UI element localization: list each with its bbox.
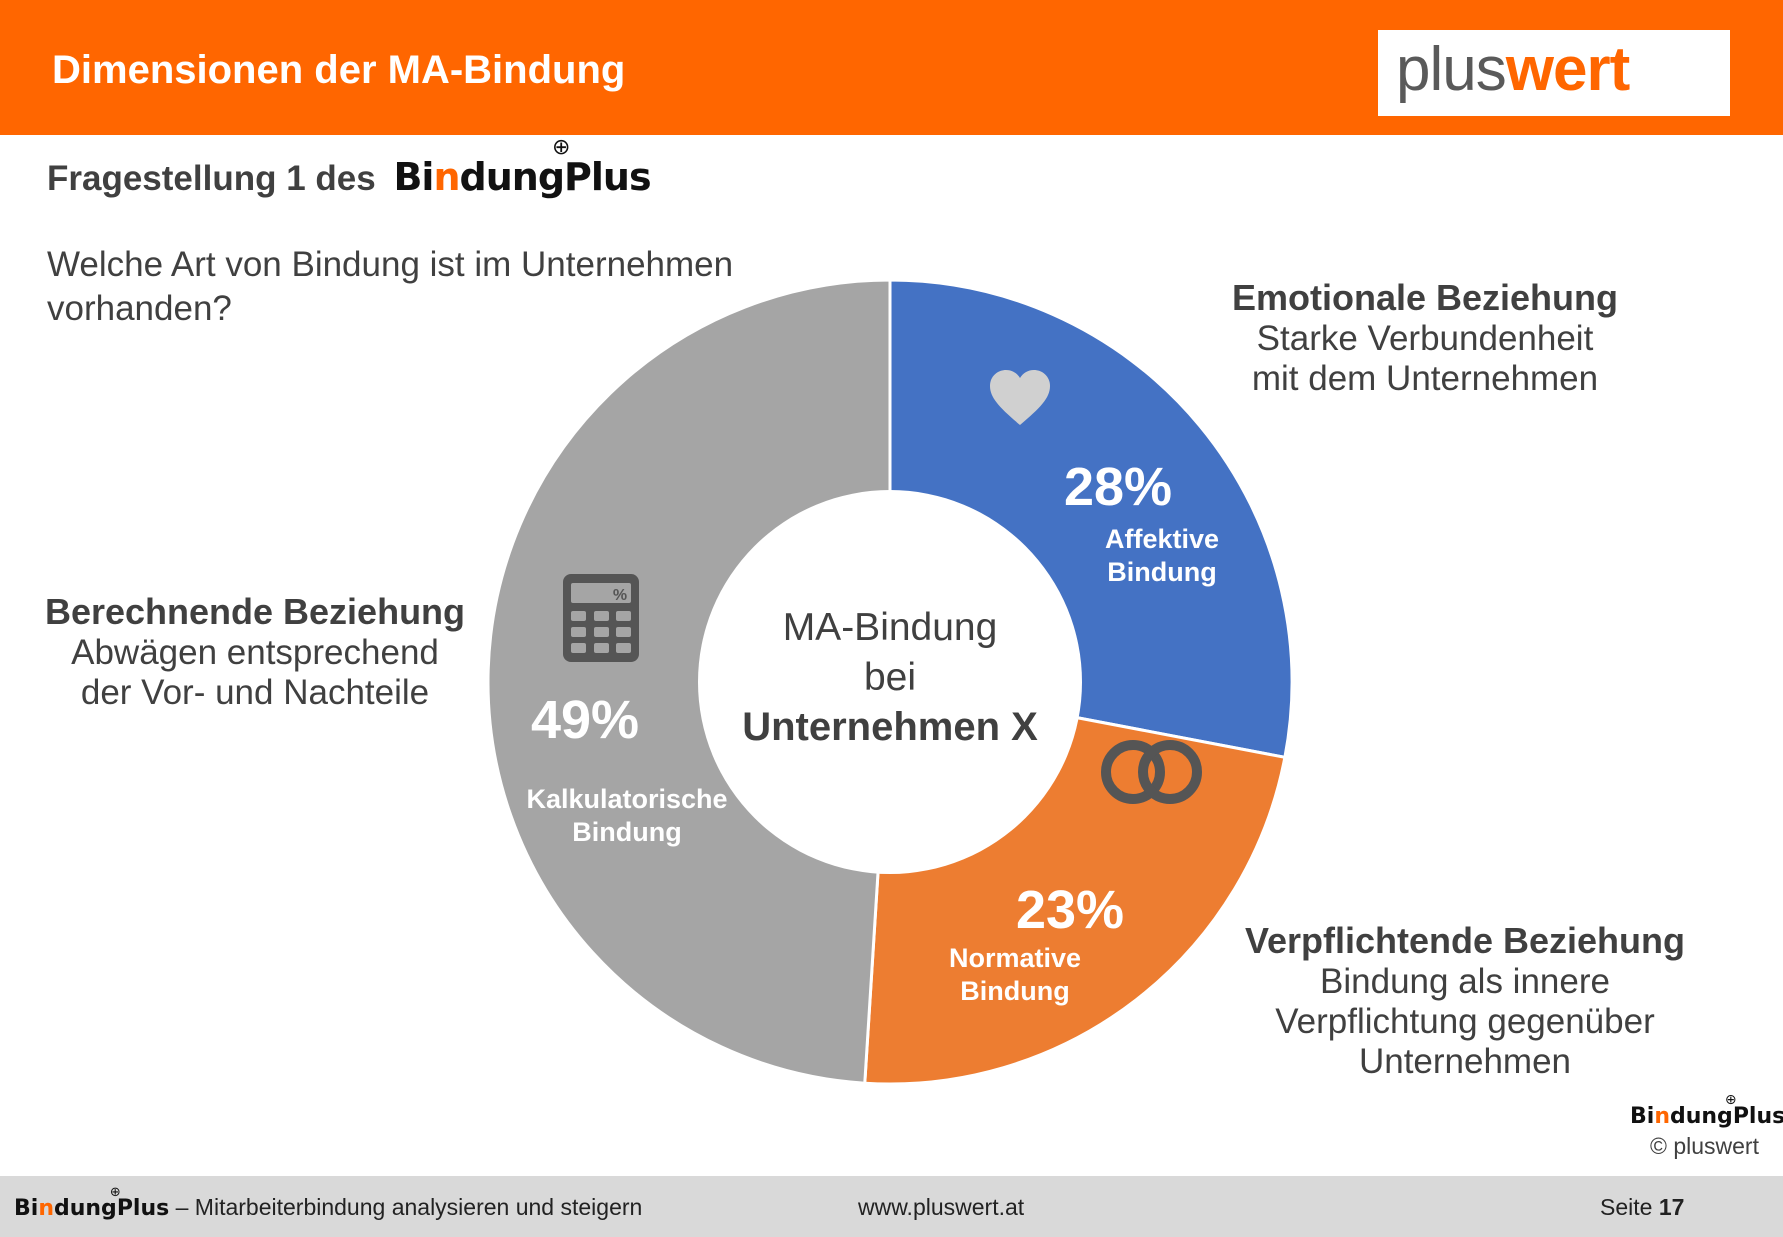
slice-category-label: Bindung	[1107, 557, 1216, 587]
logo-wert: wert	[1505, 35, 1630, 104]
footer-bar: Bindung ⊕ Plus – Mitarbeiterbindung analys…	[0, 1176, 1783, 1237]
corner-bindungplus-logo: Bindung ⊕ Plus	[1630, 1092, 1783, 1129]
annotation-line: Abwägen entsprechend	[71, 633, 439, 672]
center-label-line: Unternehmen X	[742, 705, 1038, 749]
slice-category-label: Normative	[949, 943, 1081, 973]
rings-icon	[1101, 740, 1202, 804]
footer-url[interactable]: www.pluswert.at	[858, 1194, 1025, 1220]
center-label-line: bei	[864, 656, 916, 699]
heart-icon	[990, 370, 1050, 425]
subtitle-prefix: Fragestellung 1 des	[47, 159, 376, 198]
logo-wordmark: pluswert	[1396, 34, 1630, 105]
annotation-line: Starke Verbundenheit	[1256, 319, 1594, 358]
footer-tagline-text: – Mitarbeiterbindung analysieren und ste…	[169, 1194, 643, 1220]
slice-value-label: 28%	[1064, 457, 1172, 517]
annotation-line: Verpflichtung gegenüber	[1275, 1002, 1655, 1041]
question-text: Welche Art von Bindung ist im Unternehme…	[47, 245, 734, 328]
annotation-obligating: Verpflichtende Beziehung Bindung als inn…	[1215, 920, 1715, 1082]
slice-value-label: 23%	[1016, 880, 1124, 940]
slice-category-label: Bindung	[572, 817, 681, 847]
plus-circle-icon: ⊕	[109, 1185, 121, 1200]
plus-circle-icon: ⊕	[552, 135, 570, 160]
footer-bindungplus-logo: Bindung ⊕ Plus	[14, 1185, 170, 1221]
annotation-title: Emotionale Beziehung	[1231, 277, 1619, 318]
slice-category-label: Bindung	[960, 976, 1069, 1006]
donut-slice	[486, 278, 892, 1085]
annotation-line: Bindung als innere	[1320, 962, 1610, 1001]
svg-text:%: %	[613, 587, 627, 604]
bindungplus-logo: Bindung ⊕ Plus	[393, 135, 651, 199]
annotation-calculating: Berechnende Beziehung Abwägen entspreche…	[25, 591, 485, 713]
calculator-icon: %	[563, 574, 639, 662]
pluswert-logo: pluswert	[1378, 30, 1730, 116]
subtitle: Fragestellung 1 des Bindung ⊕ Plus	[47, 135, 652, 199]
copyright-text: © pluswert	[1650, 1133, 1759, 1159]
header-bar: Dimensionen der MA-Bindung pluswert	[0, 0, 1783, 135]
footer-tagline: Bindung ⊕ Plus – Mitarbeiterbindung analys…	[14, 1185, 643, 1221]
logo-plus: plus	[1396, 35, 1507, 104]
slice-category-label: Affektive	[1105, 524, 1219, 554]
annotation-line: der Vor- und Nachteile	[80, 673, 430, 712]
annotation-line: Unternehmen	[1358, 1042, 1572, 1081]
donut-hole	[698, 490, 1082, 874]
plus-circle-icon: ⊕	[1724, 1092, 1737, 1108]
annotation-emotional: Emotionale Beziehung Starke Verbundenhei…	[1195, 277, 1655, 399]
center-label-line: MA-Bindung	[783, 606, 998, 649]
page-title: Dimensionen der MA-Bindung	[52, 48, 626, 92]
slice-value-label: 49%	[531, 690, 639, 750]
annotation-title: Berechnende Beziehung	[44, 591, 466, 632]
page-number: Seite 17	[1600, 1194, 1685, 1220]
annotation-line: mit dem Unternehmen	[1251, 359, 1599, 398]
slice-category-label: Kalkulatorische	[526, 784, 727, 814]
annotation-title: Verpflichtende Beziehung	[1244, 920, 1686, 961]
